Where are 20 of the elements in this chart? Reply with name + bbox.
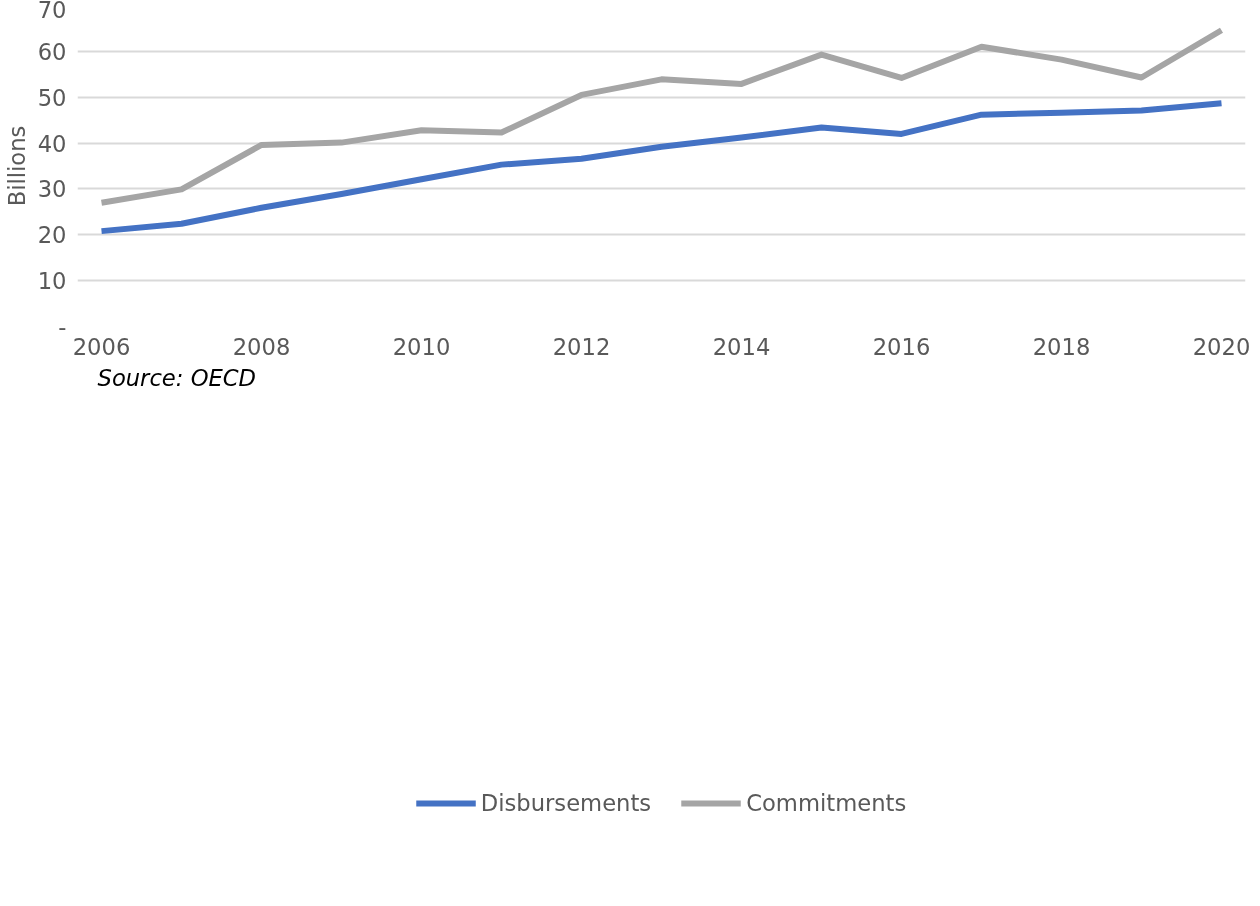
- legend-label: Disbursements: [480, 790, 652, 816]
- y-tick-label: 60: [37, 38, 67, 65]
- y-tick-label: -: [58, 314, 67, 340]
- x-tick-label: 2012: [552, 333, 611, 360]
- x-tick-label: 2014: [712, 333, 771, 360]
- y-tick-label: 70: [37, 0, 67, 23]
- x-tick-label: 2006: [72, 333, 131, 360]
- x-tick-label: 2016: [872, 333, 931, 360]
- x-tick-label: 2018: [1032, 333, 1091, 360]
- y-tick-label: 30: [37, 176, 67, 203]
- y-tick-label: 10: [37, 268, 67, 295]
- x-tick-label: 2020: [1192, 333, 1251, 360]
- y-tick-label: 50: [37, 84, 67, 111]
- y-axis-title: Billions: [3, 125, 30, 207]
- x-tick-label: 2008: [232, 333, 291, 360]
- y-tick-label: 40: [37, 130, 67, 157]
- y-tick-label: 20: [37, 222, 67, 249]
- legend-label: Commitments: [746, 790, 907, 816]
- source-note: Source: OECD: [97, 364, 257, 391]
- x-tick-label: 2010: [392, 333, 451, 360]
